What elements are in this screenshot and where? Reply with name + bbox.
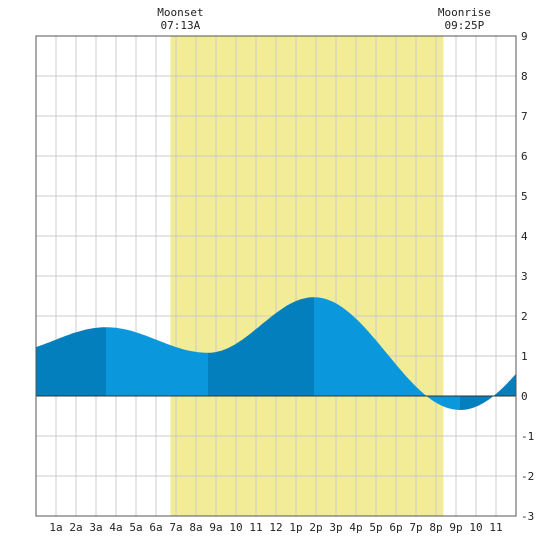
moonrise-label: Moonrise xyxy=(438,6,491,19)
x-tick-label: 8a xyxy=(189,521,202,534)
moonset-label: Moonset xyxy=(157,6,203,19)
y-tick-label: 2 xyxy=(521,310,528,323)
tide-area-segment xyxy=(460,373,516,410)
x-tick-label: 9p xyxy=(449,521,462,534)
y-tick-label: 8 xyxy=(521,70,528,83)
y-tick-label: -2 xyxy=(521,470,534,483)
x-tick-label: 7a xyxy=(169,521,182,534)
y-tick-label: 4 xyxy=(521,230,528,243)
tide-area-segment xyxy=(314,297,460,410)
x-tick-label: 5p xyxy=(369,521,382,534)
x-tick-label: 8p xyxy=(429,521,442,534)
x-tick-label: 7p xyxy=(409,521,422,534)
y-tick-label: 5 xyxy=(521,190,528,203)
plot-frame xyxy=(35,35,517,517)
x-tick-label: 1a xyxy=(49,521,62,534)
moonrise-time: 09:25P xyxy=(445,19,485,32)
tide-area-segment xyxy=(36,327,106,396)
y-tick-label: 3 xyxy=(521,270,528,283)
moonset-time: 07:13A xyxy=(161,19,201,32)
y-tick-label: -3 xyxy=(521,510,534,523)
x-tick-label: 3a xyxy=(89,521,102,534)
x-tick-label: 5a xyxy=(129,521,142,534)
x-tick-label: 12 xyxy=(269,521,282,534)
tide-area-segment xyxy=(208,297,314,396)
x-tick-label: 9a xyxy=(209,521,222,534)
x-tick-label: 11 xyxy=(489,521,502,534)
x-tick-label: 10 xyxy=(469,521,482,534)
y-tick-label: 9 xyxy=(521,30,528,43)
x-tick-label: 4a xyxy=(109,521,122,534)
y-tick-label: -1 xyxy=(521,430,534,443)
x-tick-label: 6p xyxy=(389,521,402,534)
tide-area-segment xyxy=(106,327,208,396)
x-tick-label: 4p xyxy=(349,521,362,534)
x-tick-label: 6a xyxy=(149,521,162,534)
x-tick-label: 10 xyxy=(229,521,242,534)
y-tick-label: 7 xyxy=(521,110,528,123)
y-tick-label: 0 xyxy=(521,390,528,403)
x-tick-label: 3p xyxy=(329,521,342,534)
y-tick-label: 1 xyxy=(521,350,528,363)
x-tick-label: 1p xyxy=(289,521,302,534)
y-tick-label: 6 xyxy=(521,150,528,163)
x-tick-label: 11 xyxy=(249,521,262,534)
x-tick-label: 2a xyxy=(69,521,82,534)
x-tick-label: 2p xyxy=(309,521,322,534)
